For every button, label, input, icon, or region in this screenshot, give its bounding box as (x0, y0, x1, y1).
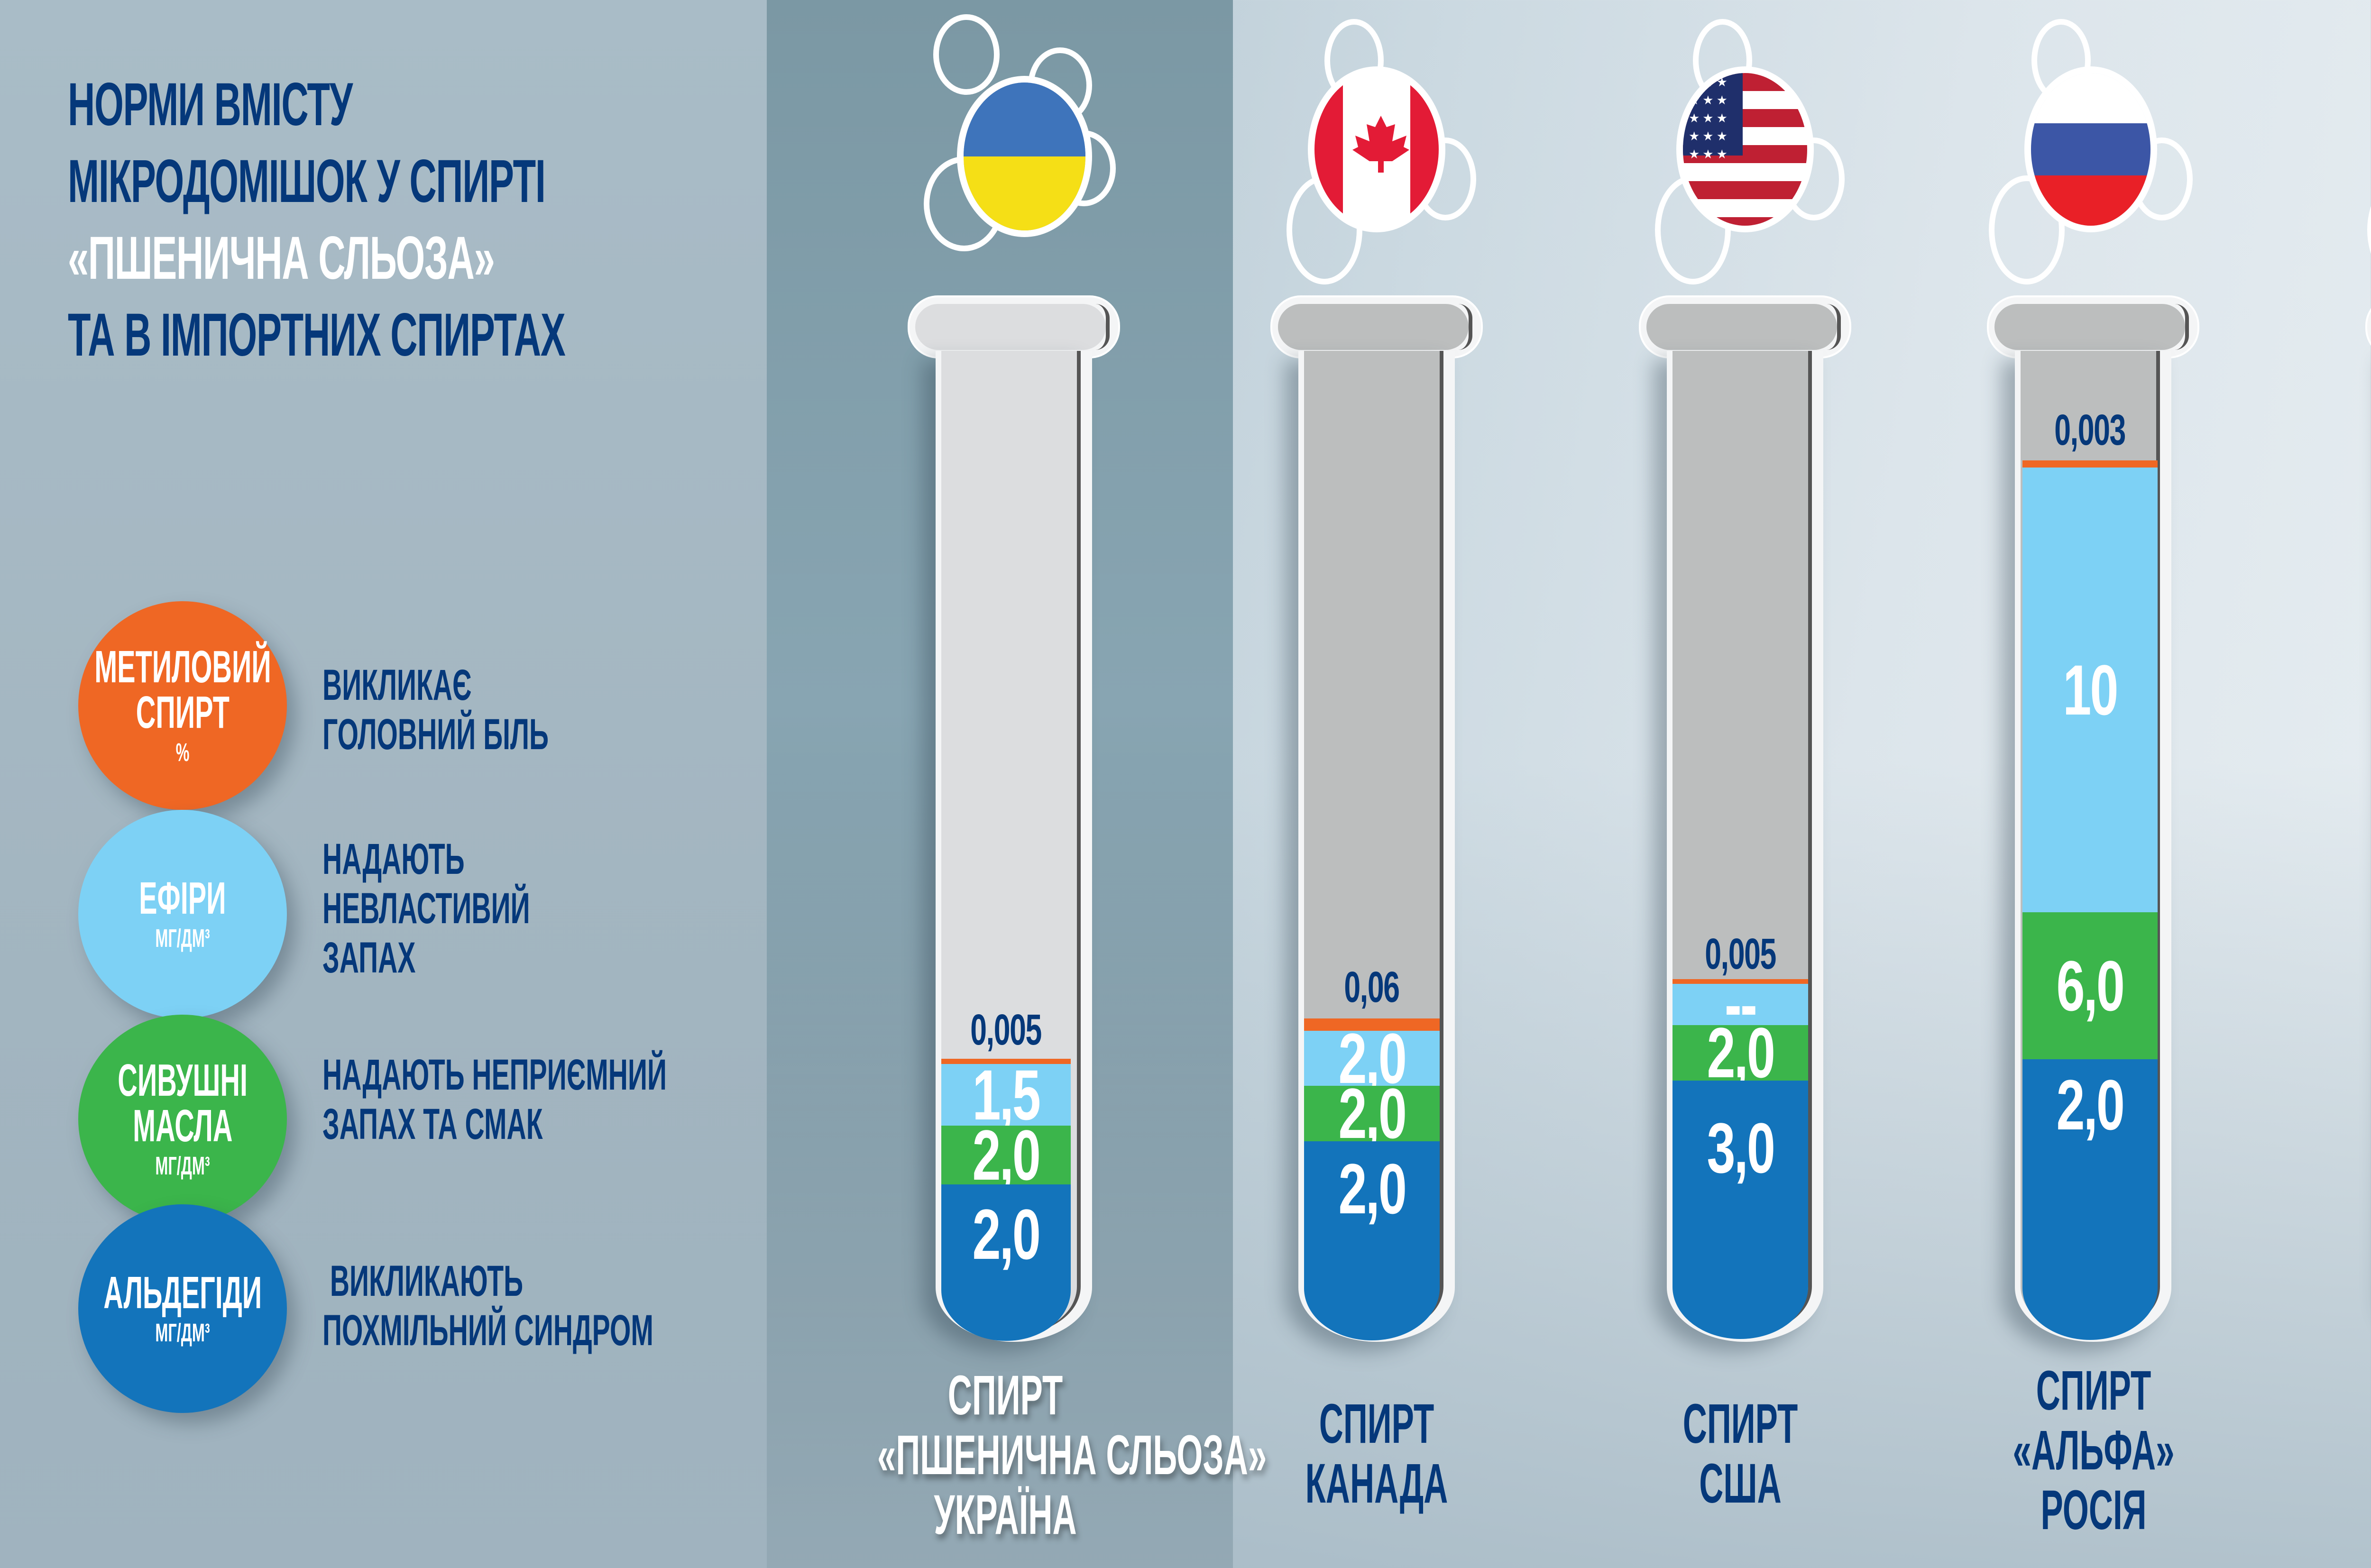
methyl-segment (2022, 460, 2158, 468)
bubble-icon (933, 14, 1000, 95)
esters-segment: 10 (2022, 468, 2158, 912)
label-line: СПИРТ (1319, 1393, 1434, 1455)
esters-segment: 1,5 (941, 1055, 1071, 1135)
tube-rim (1641, 297, 1849, 357)
legend-unit: МГ/ДМ³ (155, 924, 210, 953)
desc-line: ПОХМІЛЬНИЙ СИНДРОМ (322, 1306, 653, 1355)
bubble-icon (2367, 175, 2371, 284)
legend-unit: МГ/ДМ³ (155, 1319, 210, 1347)
label-line: СПИРТ (1682, 1393, 1798, 1455)
legend-name: МАСЛА (132, 1100, 233, 1151)
aldehydes-segment: 2,0 (941, 1184, 1071, 1341)
label-line: КАНАДА (1305, 1452, 1448, 1515)
legend-desc-esters: НАДАЮТЬ НЕВЛАСТИВИЙ ЗАПАХ (322, 834, 530, 982)
tube-label-russia: СПИРТ «АЛЬФА» РОСІЯ (1880, 1361, 2307, 1540)
legend-unit: % (175, 738, 190, 767)
legend-name: ЕФІРИ (139, 873, 226, 924)
label-line: СПИРТ (947, 1364, 1063, 1427)
title-line-1: НОРМИ ВМІСТУ (68, 71, 353, 138)
aldehydes-segment: 2,0 (1304, 1141, 1440, 1340)
methyl-segment (1673, 979, 1808, 984)
fusel-segment: 6,0 (2022, 912, 2158, 1059)
legend-item-aldehydes: АЛЬДЕГІДИ МГ/ДМ³ ВИКЛИКАЮТЬ ПОХМІЛЬНИЙ С… (78, 1204, 742, 1413)
tube-label-usa: СПИРТ США (1527, 1394, 1954, 1513)
label-line: ЄВРОСОЮЗ (2343, 1454, 2371, 1513)
legend-item-esters: ЕФІРИ МГ/ДМ³ НАДАЮТЬ НЕВЛАСТИВИЙ ЗАПАХ (78, 810, 742, 1018)
tube-eu: ★ ★ ★★ ★★ ★★ ★★ ★ ★ (2367, 175, 2371, 1385)
desc-line: ЗАПАХ ТА СМАК (322, 1100, 543, 1148)
legend-desc-fusel: НАДАЮТЬ НЕПРИЄМНИЙ ЗАПАХ ТА СМАК (322, 1050, 667, 1149)
fusel-segment: 2,0 (1304, 1073, 1440, 1153)
label-line: «ПШЕНИЧНА СЛЬОЗА» (877, 1424, 1267, 1486)
legend-name: МЕТИЛОВИЙ (94, 642, 271, 692)
legend-circle-aldehydes: АЛЬДЕГІДИ МГ/ДМ³ (78, 1204, 287, 1413)
legend-name: СПИРТ (136, 687, 230, 738)
page-title: НОРМИ ВМІСТУ МІКРОДОМІШОК У СПИРТІ «ПШЕН… (68, 66, 566, 374)
tube-rim (1989, 297, 2197, 357)
ukraine-flag-icon (957, 76, 1092, 237)
desc-line: НАДАЮТЬ (322, 835, 465, 883)
legend-circle-fusel: СИВУШНІ МАСЛА МГ/ДМ³ (78, 1015, 287, 1223)
usa-flag-icon: ★★★ ★★★ ★★★ ★★★ ★★★ (1676, 66, 1814, 232)
title-line-2: МІКРОДОМІШОК У СПИРТІ (68, 147, 546, 215)
legend-circle-esters: ЕФІРИ МГ/ДМ³ (78, 810, 287, 1018)
aldehydes-segment: 2,0 (2022, 1059, 2158, 1340)
methyl-value: 0,06 (1344, 963, 1400, 1011)
tube-label-eu: СПИРТ ЄВРОСОЮЗ (2257, 1394, 2371, 1513)
legend-name: СИВУШНІ (118, 1055, 248, 1106)
tube-rim (910, 297, 1118, 357)
legend-item-methyl: МЕТИЛОВИЙ СПИРТ % ВИКЛИКАЄ ГОЛОВНИЙ БІЛЬ (78, 601, 742, 810)
tube-rim (2367, 297, 2371, 357)
desc-line: ВИКЛИКАЄ (322, 661, 472, 709)
methyl-value: 0,005 (1705, 930, 1776, 978)
legend-desc-aldehydes: ВИКЛИКАЮТЬ ПОХМІЛЬНИЙ СИНДРОМ (322, 1256, 653, 1355)
label-line: УКРАЇНА (934, 1484, 1077, 1546)
legend-unit: МГ/ДМ³ (155, 1152, 210, 1180)
methyl-segment (1304, 1018, 1440, 1031)
fusel-segment: 2,0 (941, 1115, 1071, 1195)
legend-desc-methyl: ВИКЛИКАЄ ГОЛОВНИЙ БІЛЬ (322, 660, 549, 759)
fusel-segment: 2,0 (1673, 1013, 1808, 1092)
desc-line: ЗАПАХ (322, 934, 416, 982)
legend-name: АЛЬДЕГІДИ (103, 1267, 262, 1318)
desc-line: ГОЛОВНИЙ БІЛЬ (322, 710, 549, 759)
aldehydes-segment: 3,0 (1673, 1081, 1808, 1339)
legend-circle-methyl: МЕТИЛОВИЙ СПИРТ % (78, 601, 287, 810)
tube-label-ukraine: СПИРТ «ПШЕНИЧНА СЛЬОЗА» УКРАЇНА (792, 1364, 1267, 1546)
label-line: США (1699, 1452, 1782, 1515)
label-line: СПИРТ (2343, 1394, 2371, 1454)
tube-label-canada: СПИРТ КАНАДА (1163, 1394, 1590, 1513)
methyl-value: 0,003 (2054, 406, 2126, 454)
canada-flag-icon (1308, 66, 1445, 232)
legend-item-fusel: СИВУШНІ МАСЛА МГ/ДМ³ НАДАЮТЬ НЕПРИЄМНИЙ … (78, 1015, 742, 1223)
label-line: «АЛЬФА» (2013, 1419, 2175, 1482)
methyl-segment (941, 1059, 1071, 1064)
russia-flag-icon (2024, 66, 2157, 232)
label-line: РОСІЯ (2040, 1479, 2147, 1541)
desc-line: НЕВЛАСТИВИЙ (322, 884, 530, 933)
label-line: СПИРТ (2036, 1359, 2151, 1422)
desc-line: НАДАЮТЬ НЕПРИЄМНИЙ (322, 1051, 667, 1099)
title-line-4: ТА В ІМПОРТНИХ СПИРТАХ (68, 301, 566, 369)
desc-line: ВИКЛИКАЮТЬ (322, 1257, 524, 1305)
esters-segment: 2,0 (1304, 1018, 1440, 1098)
title-line-3: «ПШЕНИЧНА СЛЬОЗА» (68, 224, 495, 292)
methyl-value: 0,005 (970, 1006, 1042, 1054)
tube-rim (1272, 297, 1481, 357)
